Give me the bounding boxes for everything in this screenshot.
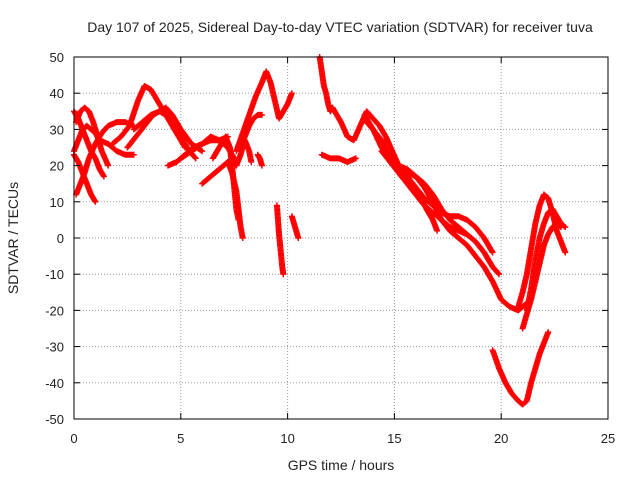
data-point xyxy=(198,147,205,154)
series-arc-17 xyxy=(254,151,265,169)
y-axis-label: SDTVAR / TECUs xyxy=(5,182,21,294)
y-tick-label: 40 xyxy=(50,86,64,101)
y-tick-label: 10 xyxy=(50,195,64,210)
y-tick-label: 30 xyxy=(50,122,64,137)
series-arc-24 xyxy=(363,119,530,314)
data-point xyxy=(192,155,199,162)
data-series xyxy=(71,54,569,408)
data-point xyxy=(258,111,265,118)
x-tick-label: 15 xyxy=(387,431,401,446)
series-arc-08 xyxy=(130,104,206,155)
series-arc-18 xyxy=(273,202,287,278)
y-tick-label: -30 xyxy=(45,340,64,355)
data-point xyxy=(489,249,496,256)
data-point xyxy=(288,90,295,97)
chart-title: Day 107 of 2025, Sidereal Day-to-day VTE… xyxy=(87,19,593,35)
series-arc-05 xyxy=(73,104,112,169)
series-arc-26 xyxy=(408,180,441,234)
data-point xyxy=(280,271,287,278)
y-tick-label: 0 xyxy=(57,231,64,246)
axis-ticks: 0 5 10 15 20 25 50 40 30 20 10 0 -10 -20 -30 -40 -50 xyxy=(45,50,615,446)
data-point xyxy=(100,173,107,180)
series-arc-16 xyxy=(237,111,265,151)
data-point xyxy=(92,198,99,205)
data-point xyxy=(434,227,441,234)
y-tick-label: -40 xyxy=(45,376,64,391)
series-arc-22 xyxy=(331,108,496,256)
data-point xyxy=(105,162,112,169)
y-tick-label: -10 xyxy=(45,267,64,282)
data-point xyxy=(558,224,565,231)
data-point xyxy=(199,148,206,155)
data-point xyxy=(556,223,563,230)
data-point xyxy=(352,155,359,162)
data-point xyxy=(545,329,552,336)
x-tick-label: 10 xyxy=(280,431,294,446)
series-arc-27 xyxy=(489,329,552,408)
grid xyxy=(74,57,608,419)
series-arc-30 xyxy=(519,220,565,332)
data-point xyxy=(495,270,502,277)
data-point xyxy=(248,158,255,165)
data-point xyxy=(295,235,302,241)
series-arc-19 xyxy=(288,213,302,241)
series-arc-21 xyxy=(318,151,359,165)
x-axis-label: GPS time / hours xyxy=(288,457,395,473)
data-point xyxy=(191,154,198,161)
data-point xyxy=(182,144,189,151)
series-arc-20 xyxy=(316,54,338,115)
series-arc-04 xyxy=(73,119,137,198)
y-tick-label: -20 xyxy=(45,303,64,318)
x-tick-label: 25 xyxy=(601,431,615,446)
data-point xyxy=(239,235,246,241)
series-arc-13 xyxy=(224,158,246,241)
y-tick-label: -50 xyxy=(45,412,64,427)
y-tick-label: 20 xyxy=(50,159,64,174)
data-point xyxy=(130,151,137,158)
x-tick-label: 0 xyxy=(70,431,77,446)
data-point xyxy=(258,162,265,169)
data-point xyxy=(562,249,569,256)
data-point xyxy=(496,271,503,278)
x-tick-label: 5 xyxy=(177,431,184,446)
x-tick-label: 20 xyxy=(494,431,508,446)
y-tick-label: 50 xyxy=(50,50,64,65)
series-arc-25 xyxy=(378,148,503,278)
